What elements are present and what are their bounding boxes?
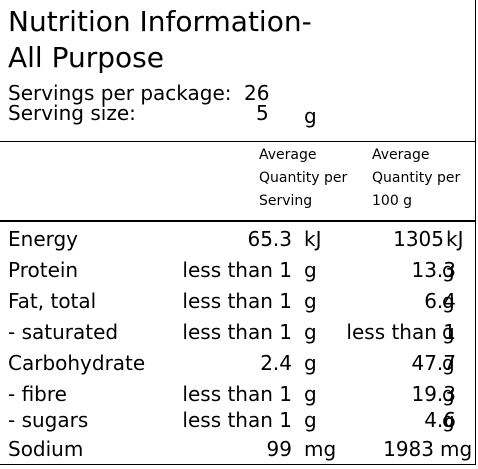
table-divider <box>0 220 476 222</box>
nutrient-name: Sodium <box>8 437 84 461</box>
nutrient-name: Energy <box>8 227 79 251</box>
serving-value: less than 1 <box>182 289 292 313</box>
serving-unit: g <box>304 408 317 432</box>
per100-value: 1305 <box>393 227 444 251</box>
per100-unit: g <box>442 258 455 282</box>
serving-size-value: 5 <box>256 101 269 125</box>
per100-value: less than 1 <box>346 320 456 344</box>
servings-label: Servings per package: <box>8 81 232 105</box>
serving-unit: g <box>304 258 317 282</box>
serving-value: 65.3 <box>247 227 292 251</box>
per100-value: 4.6 <box>424 408 456 432</box>
serving-unit: g <box>304 289 317 313</box>
nutrient-name: Protein <box>8 258 79 282</box>
nutrient-name: Carbohydrate <box>8 351 146 375</box>
servings-value: 26 <box>244 81 270 105</box>
per100-unit: g <box>442 351 455 375</box>
nutrient-row-sugars: - sugars less than 1 g 4.6 g <box>0 405 476 435</box>
per100-unit: g <box>442 289 455 313</box>
serving-size-label: Serving size: <box>8 101 136 125</box>
per100-unit: mg <box>440 437 473 461</box>
nutrient-row-sodium: Sodium 99 mg 1983 mg <box>0 434 476 464</box>
nutrient-row-saturated: - saturated less than 1 g less than 1 g <box>0 317 476 347</box>
serving-value: less than 1 <box>182 382 292 406</box>
nutrient-row-energy: Energy 65.3 kJ 1305 kJ <box>0 224 476 254</box>
panel-title-line-2: All Purpose <box>8 41 164 74</box>
column-header-per-serving: Average Quantity per Serving <box>259 147 348 209</box>
serving-unit: g <box>304 351 317 375</box>
serving-value: 99 <box>266 437 292 461</box>
serving-value: less than 1 <box>182 320 292 344</box>
serving-value: 2.4 <box>260 351 292 375</box>
per100-value: 13.3 <box>411 258 456 282</box>
nutrient-row-carbohydrate: Carbohydrate 2.4 g 47.7 g <box>0 348 476 378</box>
serving-size-unit: g <box>304 104 317 128</box>
serving-value: less than 1 <box>182 258 292 282</box>
per100-value: 1983 <box>383 437 434 461</box>
nutrient-name: - fibre <box>8 382 67 406</box>
serving-unit: g <box>304 382 317 406</box>
per100-unit: g <box>442 408 455 432</box>
serving-unit: g <box>304 320 317 344</box>
serving-value: less than 1 <box>182 408 292 432</box>
per100-value: 47.7 <box>411 351 456 375</box>
per100-unit: g <box>442 382 455 406</box>
nutrient-name: - sugars <box>8 408 89 432</box>
column-header-per-100g: Average Quantity per 100 g <box>372 147 461 209</box>
panel-title-line-1: Nutrition Information- <box>8 5 312 38</box>
serving-unit: kJ <box>304 227 322 251</box>
header-divider <box>0 141 476 142</box>
nutrient-row-fat-total: Fat, total less than 1 g 6.4 g <box>0 286 476 316</box>
per100-value: 19.3 <box>411 382 456 406</box>
nutrient-row-protein: Protein less than 1 g 13.3 g <box>0 255 476 285</box>
per100-unit: kJ <box>446 227 464 251</box>
per100-value: 6.4 <box>424 289 456 313</box>
nutrient-row-fibre: - fibre less than 1 g 19.3 g <box>0 379 476 409</box>
nutrient-name: Fat, total <box>8 289 97 313</box>
nutrient-name: - saturated <box>8 320 119 344</box>
serving-unit: mg <box>304 437 337 461</box>
per100-unit: g <box>442 320 455 344</box>
